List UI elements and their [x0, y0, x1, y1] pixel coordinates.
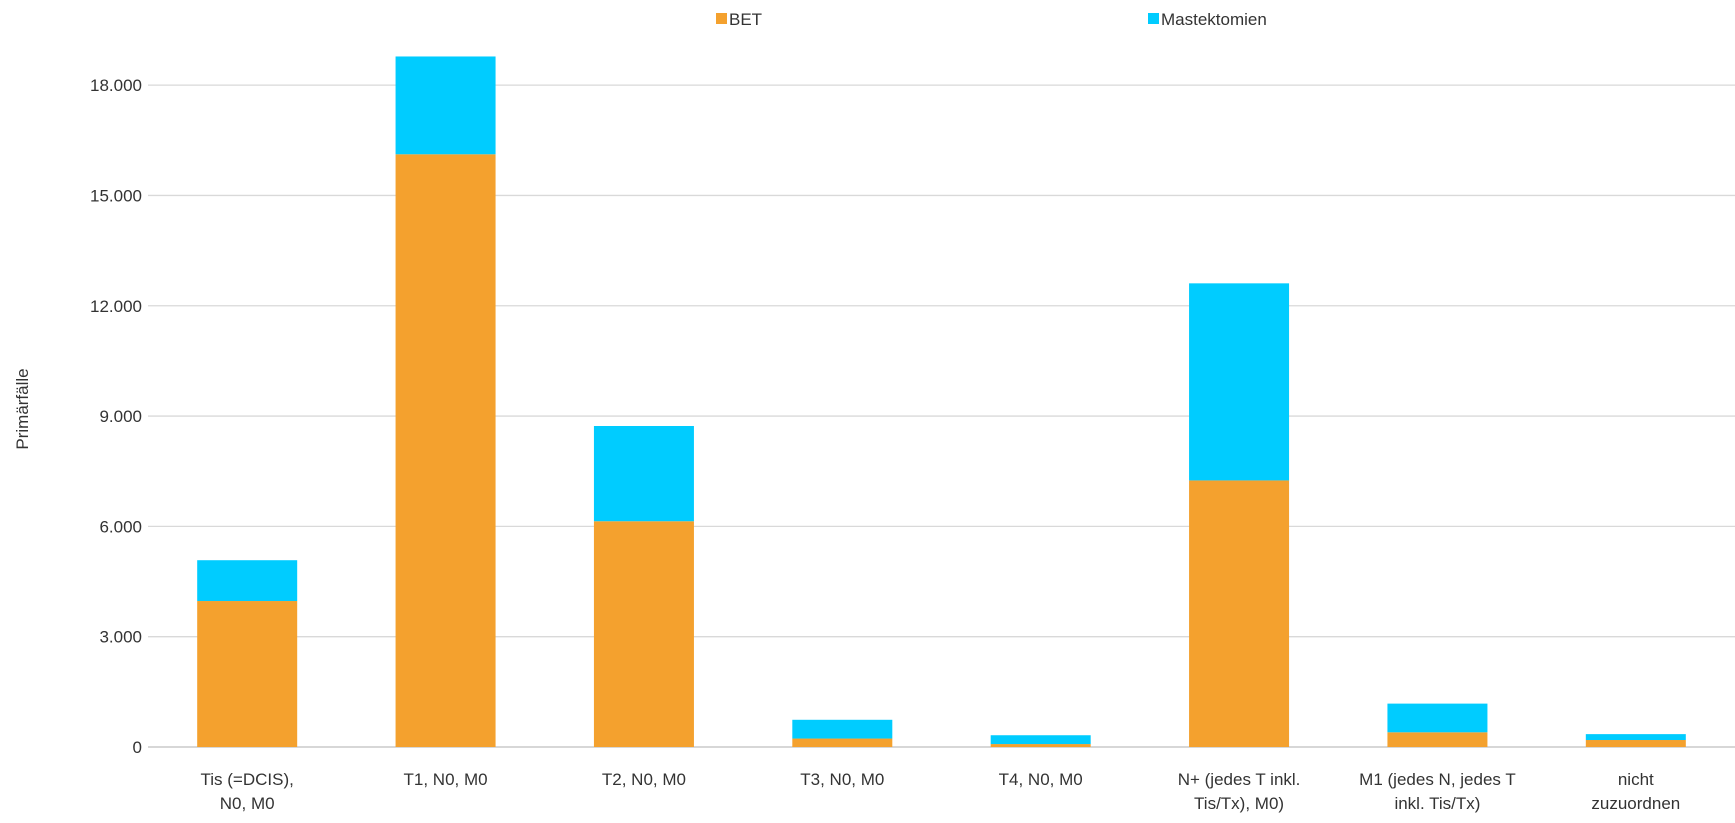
- x-tick-label: N+ (jedes T inkl.: [1178, 770, 1301, 789]
- x-tick-label: Tis/Tx), M0): [1194, 794, 1284, 813]
- y-tick-label: 15.000: [90, 186, 142, 205]
- x-tick-label: nicht: [1618, 770, 1654, 789]
- y-tick-label: 6.000: [99, 517, 142, 536]
- bar-segment-mastektomien: [197, 560, 298, 602]
- bar-segment-bet: [593, 521, 694, 747]
- bar-segment-mastektomien: [1189, 283, 1290, 481]
- x-tick-label: M1 (jedes N, jedes T: [1359, 770, 1516, 789]
- bar-segment-mastektomien: [1387, 703, 1488, 733]
- x-axis-ticks: Tis (=DCIS), N0, M0 T1, N0, M0 T2, N0, M0 T3…: [201, 770, 1681, 813]
- legend: BET Mastektomien: [716, 10, 1267, 29]
- x-tick-label: inkl. Tis/Tx): [1394, 794, 1480, 813]
- x-tick-label: Tis (=DCIS),: [201, 770, 294, 789]
- bar-segment-mastektomien: [395, 56, 496, 155]
- y-axis-ticks: 0 3.000 6.000 9.000 12.000 15.000 18.000: [90, 76, 142, 757]
- y-axis-label: Primärfälle: [13, 368, 32, 449]
- bar-segment-bet: [197, 601, 298, 747]
- bar-segment-mastektomien: [593, 426, 694, 522]
- y-tick-label: 18.000: [90, 76, 142, 95]
- x-tick-label: T3, N0, M0: [800, 770, 884, 789]
- y-tick-label: 0: [133, 738, 142, 757]
- bars: [197, 56, 1686, 747]
- bar-segment-bet: [1387, 732, 1488, 747]
- x-tick-label: zuzuordnen: [1591, 794, 1680, 813]
- x-tick-label: T4, N0, M0: [999, 770, 1083, 789]
- bar-segment-mastektomien: [1585, 734, 1686, 741]
- bar-segment-bet: [395, 154, 496, 747]
- y-tick-label: 3.000: [99, 628, 142, 647]
- x-tick-label: N0, M0: [220, 794, 275, 813]
- x-tick-label: T2, N0, M0: [602, 770, 686, 789]
- bar-segment-bet: [792, 738, 893, 747]
- bar-segment-bet: [1585, 740, 1686, 747]
- gridlines: [148, 84, 1735, 748]
- bar-segment-mastektomien: [792, 719, 893, 739]
- legend-label: Mastektomien: [1161, 10, 1267, 29]
- bar-segment-bet: [990, 744, 1091, 747]
- y-tick-label: 9.000: [99, 407, 142, 426]
- bar-segment-mastektomien: [990, 735, 1091, 745]
- bar-segment-bet: [1189, 480, 1290, 747]
- legend-swatch: [1148, 13, 1159, 24]
- x-tick-label: T1, N0, M0: [404, 770, 488, 789]
- legend-swatch: [716, 13, 727, 24]
- legend-label: BET: [729, 10, 762, 29]
- y-tick-label: 12.000: [90, 297, 142, 316]
